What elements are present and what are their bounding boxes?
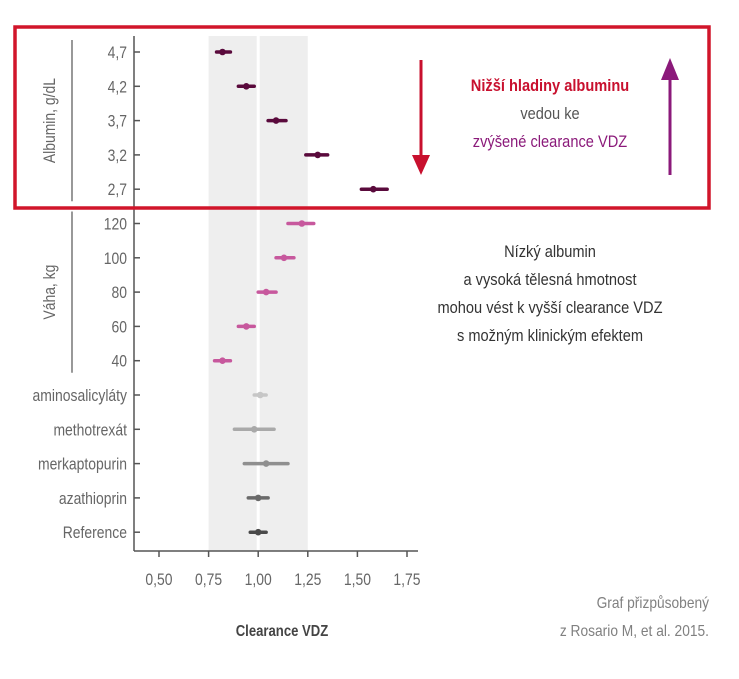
annotation-top-line2: vedou ke	[520, 104, 580, 123]
row-label: aminosalicyláty	[33, 387, 128, 406]
annotation-mid-line3: mohou vést k vyšší clearance VDZ	[437, 298, 663, 317]
annotation-top: Nižší hladiny albuminu vedou ke zvýšené …	[455, 72, 644, 156]
annotation-mid-line1: Nízký albumin	[504, 242, 596, 261]
annotation-mid-line2: a vysoká tělesná hmotnost	[463, 270, 637, 289]
estimate-point	[254, 494, 262, 502]
estimate-point	[242, 83, 250, 90]
source-line1: Graf přizpůsobený	[596, 595, 709, 612]
row-label: 80	[112, 284, 128, 303]
row-label: 4,7	[108, 44, 127, 63]
annotation-mid: Nízký albumin a vysoká tělesná hmotnost …	[421, 238, 679, 350]
source-note: Graf přizpůsobený z Rosario M, et al. 20…	[503, 590, 709, 646]
down-arrow-icon	[412, 60, 430, 175]
annotation-top-line1: Nižší hladiny albuminu	[470, 76, 630, 95]
estimate-point	[272, 117, 280, 124]
estimate-point	[254, 528, 262, 536]
estimate-point	[369, 185, 377, 193]
row-label: 100	[104, 250, 128, 269]
x-tick-label: 1,00	[245, 571, 272, 590]
estimate-point	[262, 288, 270, 296]
row-label: 2,7	[108, 181, 127, 200]
row-label: methotrexát	[53, 421, 127, 440]
estimate-point	[280, 254, 288, 262]
row-label: 3,2	[108, 147, 127, 166]
albumin-highlight-box	[13, 25, 711, 210]
x-tick-label: 0,50	[145, 571, 172, 590]
x-tick-label: 1,50	[344, 571, 371, 590]
x-tick-label: 1,25	[294, 571, 321, 590]
estimate-point	[219, 357, 226, 365]
estimate-point	[256, 391, 264, 399]
annotation-top-line3: zvýšené clearance VDZ	[472, 132, 628, 151]
row-label: 4,2	[108, 78, 127, 97]
row-label: merkaptopurin	[38, 455, 127, 474]
up-arrow-icon	[661, 58, 679, 175]
group-label: Váha, kg	[41, 265, 60, 320]
row-label: 40	[112, 352, 128, 371]
x-tick-label: 1,75	[393, 571, 420, 590]
estimate-point	[314, 151, 322, 159]
annotation-mid-line4: s možným klinickým efektem	[456, 326, 644, 345]
row-label: 60	[112, 318, 128, 337]
row-label: 3,7	[108, 112, 127, 131]
group-label: Albumin, g/dL	[41, 78, 60, 163]
source-line2: z Rosario M, et al. 2015.	[559, 623, 709, 640]
row-label: 120	[104, 215, 128, 234]
x-tick-label: 0,75	[195, 571, 222, 590]
row-label: Reference	[63, 524, 127, 543]
estimate-point	[219, 48, 226, 56]
estimate-point	[262, 460, 270, 467]
estimate-point	[298, 220, 306, 227]
estimate-point	[250, 426, 258, 433]
estimate-point	[242, 323, 250, 330]
row-label: azathioprin	[59, 490, 127, 509]
x-axis-label: Clearance VDZ	[236, 623, 329, 640]
